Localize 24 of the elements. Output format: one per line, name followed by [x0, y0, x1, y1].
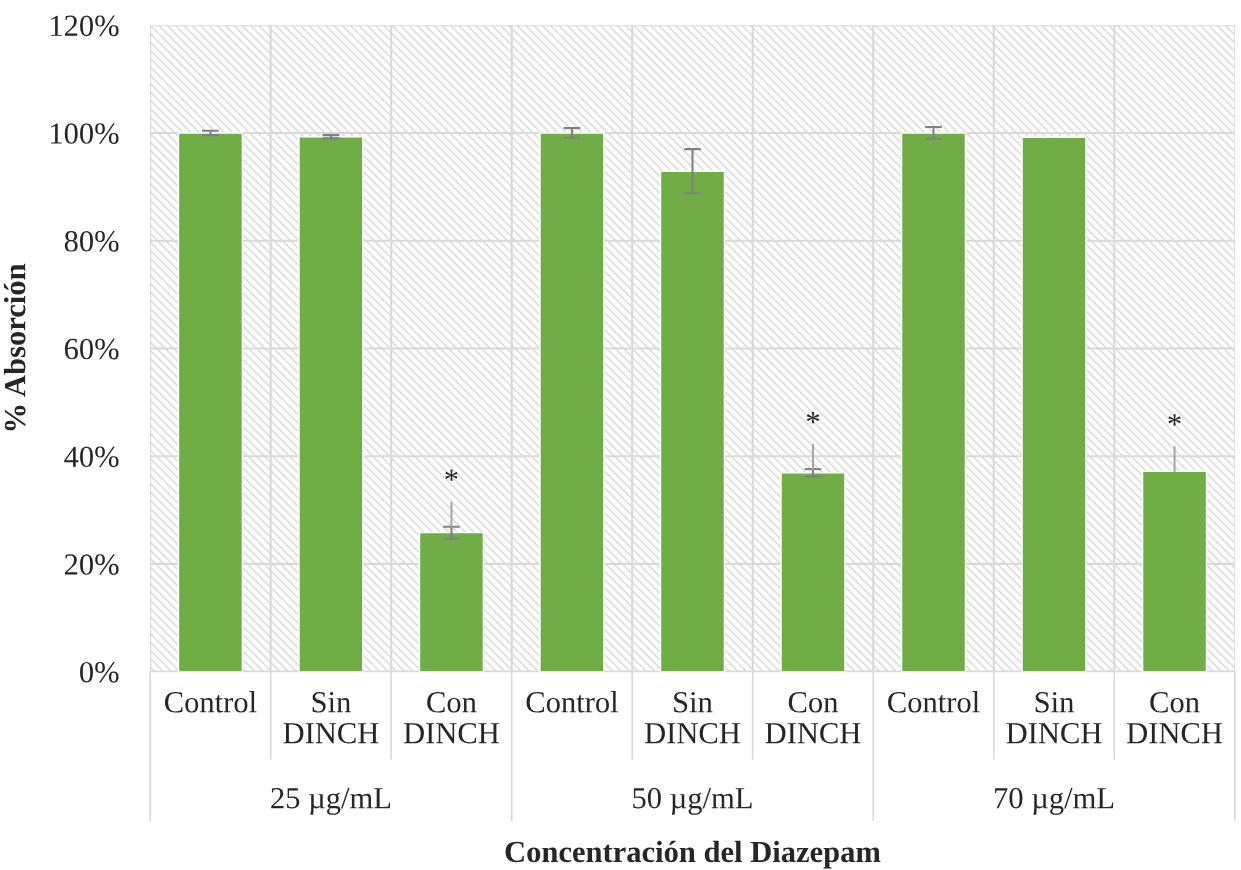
y-tick-label: 20% [64, 554, 119, 575]
y-axis-title: % Absorción [3, 263, 26, 431]
y-tick-label: 80% [64, 230, 119, 252]
x-axis-title: Concentración del Diazepam [505, 840, 881, 869]
text: 70 µg/mL [995, 787, 1114, 815]
x-tick-label: Sin DINCH [1006, 692, 1102, 744]
text: 25 µg/mL [271, 787, 391, 815]
x-tick-label: Control [888, 691, 980, 713]
x-tick-label: Control [526, 691, 619, 713]
data-label: * [806, 412, 820, 424]
y-tick-label: 100% [51, 123, 119, 144]
y-tick-label: 0% [80, 661, 119, 683]
x-tick-label: Con DINCH [765, 692, 861, 744]
data-label: * [445, 469, 458, 481]
data-label: * [1168, 414, 1181, 426]
x-tick-label: Control [164, 691, 257, 713]
y-tick-label: 60% [64, 338, 119, 360]
y-tick-label: 120% [51, 15, 119, 37]
y-tick-label: 40% [64, 446, 119, 468]
x-tick-label: Sin DINCH [644, 692, 740, 744]
x-tick-label: Sin DINCH [283, 692, 379, 744]
x-tick-label: Con DINCH [1127, 692, 1223, 744]
x-tick-label: Con DINCH [403, 692, 499, 744]
text: 50 µg/mL [633, 787, 752, 815]
